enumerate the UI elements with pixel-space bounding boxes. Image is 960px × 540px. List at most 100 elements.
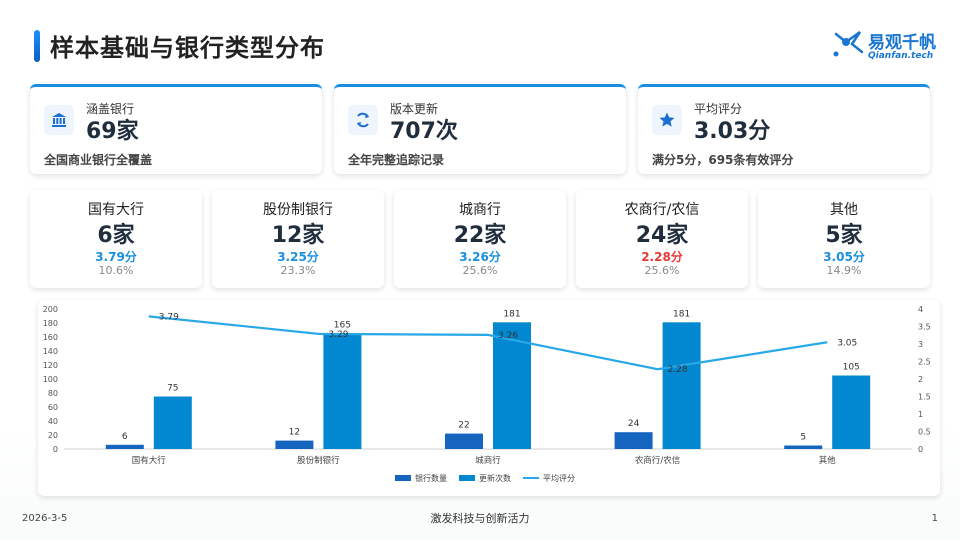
type-score: 2.28分 — [641, 250, 683, 264]
logo-mark-icon — [833, 30, 864, 57]
summary-label: 版本更新 — [390, 102, 439, 116]
type-card-joint-stock: 股份制银行 12家 3.25分 23.3% — [212, 190, 384, 288]
line-average-score — [148, 315, 828, 371]
line-data-label: 3.29 — [328, 330, 348, 340]
type-percent: 14.9% — [826, 264, 862, 277]
y-left-tick-label: 60 — [48, 403, 58, 412]
type-percent: 25.6% — [644, 264, 680, 277]
y-right-tick-label: 2 — [918, 375, 923, 384]
line-data-label: 3.05 — [837, 338, 857, 348]
summary-card-rating: 平均评分 3.03分 满分5分，695条有效评分 — [638, 84, 930, 174]
type-card-other: 其他 5家 3.05分 14.9% — [758, 190, 930, 288]
bar-data-label: 75 — [167, 384, 178, 394]
x-tick-label: 股份制银行 — [297, 455, 340, 466]
chart-card: 0 20 40 60 80 100 120 140 160 180 200 0 0.5 1 1.5 2 2.5 3… — [38, 300, 940, 496]
type-card-rural: 农商行/农信 24家 2.28分 25.6% — [576, 190, 748, 288]
legend-label: 平均评分 — [543, 473, 575, 483]
summary-value: 3.03分 — [694, 119, 771, 144]
bar-bank-count — [275, 440, 314, 449]
type-name: 其他 — [830, 202, 858, 218]
summary-label: 涵盖银行 — [86, 102, 135, 116]
summary-card-updates: 版本更新 707次 全年完整追踪记录 — [334, 84, 626, 174]
y-left-tick-label: 120 — [43, 361, 58, 370]
type-name: 股份制银行 — [263, 202, 333, 218]
star-icon — [652, 105, 682, 135]
type-percent: 10.6% — [98, 264, 134, 277]
legend-swatch — [395, 475, 411, 481]
line-data-label: 3.79 — [159, 312, 179, 322]
bar-bank-count — [445, 433, 483, 449]
type-name: 国有大行 — [88, 202, 144, 218]
line-data-label: 3.26 — [498, 331, 518, 341]
bar-bank-count — [784, 445, 823, 449]
type-card-state-owned: 国有大行 6家 3.79分 10.6% — [30, 190, 202, 288]
bar-bank-count — [105, 444, 144, 449]
bar-update-count — [832, 375, 871, 449]
summary-desc: 满分5分，695条有效评分 — [652, 153, 794, 167]
legend-swatch — [459, 475, 475, 481]
bar-update-count — [323, 333, 362, 449]
x-tick-label: 其他 — [819, 455, 837, 466]
y-right-tick-label: 0 — [918, 445, 923, 454]
footer-slogan: 激发科技与创新活力 — [430, 512, 530, 525]
x-tick-label: 国有大行 — [132, 455, 167, 466]
y-right-tick-label: 3.5 — [918, 323, 931, 332]
bar-bank-count — [614, 432, 653, 449]
bar-data-label: 22 — [458, 421, 469, 431]
footer-date: 2026-3-5 — [22, 513, 68, 524]
type-score: 3.79分 — [95, 250, 137, 264]
y-left-tick-label: 80 — [48, 389, 58, 398]
line-data-label: 2.28 — [668, 365, 688, 375]
type-percent: 23.3% — [280, 264, 316, 277]
type-score: 3.25分 — [277, 250, 319, 264]
type-card-city: 城商行 22家 3.26分 25.6% — [394, 190, 566, 288]
y-right-tick-label: 4 — [918, 305, 923, 314]
summary-value: 69家 — [86, 119, 139, 144]
bar-data-label: 181 — [673, 309, 690, 319]
type-count: 24家 — [635, 223, 689, 248]
type-name: 城商行 — [459, 202, 501, 218]
bar-update-count — [153, 396, 192, 449]
type-count: 22家 — [453, 223, 507, 248]
bar-data-label: 6 — [122, 432, 128, 442]
y-left-tick-label: 0 — [53, 445, 58, 454]
type-score: 3.05分 — [823, 250, 865, 264]
summary-value: 707次 — [390, 119, 458, 144]
bar-update-count — [662, 322, 701, 449]
combo-chart: 0 20 40 60 80 100 120 140 160 180 200 0 0.5 1 1.5 2 2.5 3… — [43, 305, 931, 483]
summary-desc: 全年完整追踪记录 — [348, 153, 445, 167]
bar-data-label: 165 — [334, 321, 351, 331]
x-tick-label: 城商行 — [475, 455, 501, 466]
bar-data-label: 12 — [289, 428, 300, 438]
type-percent: 25.6% — [462, 264, 498, 277]
type-name: 农商行/农信 — [624, 202, 700, 218]
bar-data-label: 24 — [628, 419, 640, 429]
brand-logo: 易观千帆 Qianfan.tech — [832, 26, 942, 66]
y-left-tick-label: 200 — [43, 305, 58, 314]
title-accent-bar — [34, 30, 40, 62]
summary-card-banks: 涵盖银行 69家 全国商业银行全覆盖 — [30, 84, 322, 174]
logo-name: 易观千帆 — [868, 33, 936, 53]
legend-label: 银行数量 — [415, 473, 447, 483]
y-right-tick-label: 2.5 — [918, 358, 931, 367]
bar-update-count — [493, 322, 531, 449]
summary-desc: 全国商业银行全覆盖 — [44, 153, 153, 167]
type-score: 3.26分 — [459, 250, 501, 264]
summary-label: 平均评分 — [694, 102, 743, 116]
y-left-tick-label: 40 — [48, 417, 58, 426]
type-count: 12家 — [271, 223, 325, 248]
page-title: 样本基础与银行类型分布 — [50, 34, 325, 62]
y-right-tick-label: 1 — [918, 410, 923, 419]
y-right-tick-label: 1.5 — [918, 393, 931, 402]
type-count: 5家 — [825, 223, 863, 248]
y-right-tick-label: 3 — [918, 340, 923, 349]
y-left-tick-label: 20 — [48, 431, 58, 440]
bar-data-label: 105 — [843, 363, 860, 373]
bank-icon — [44, 105, 74, 135]
type-count: 6家 — [97, 223, 135, 248]
bar-data-label: 5 — [800, 433, 806, 443]
y-left-tick-label: 160 — [43, 333, 58, 342]
bar-data-label: 181 — [503, 309, 520, 319]
page-number: 1 — [931, 513, 938, 524]
y-right-tick-label: 0.5 — [918, 428, 931, 437]
